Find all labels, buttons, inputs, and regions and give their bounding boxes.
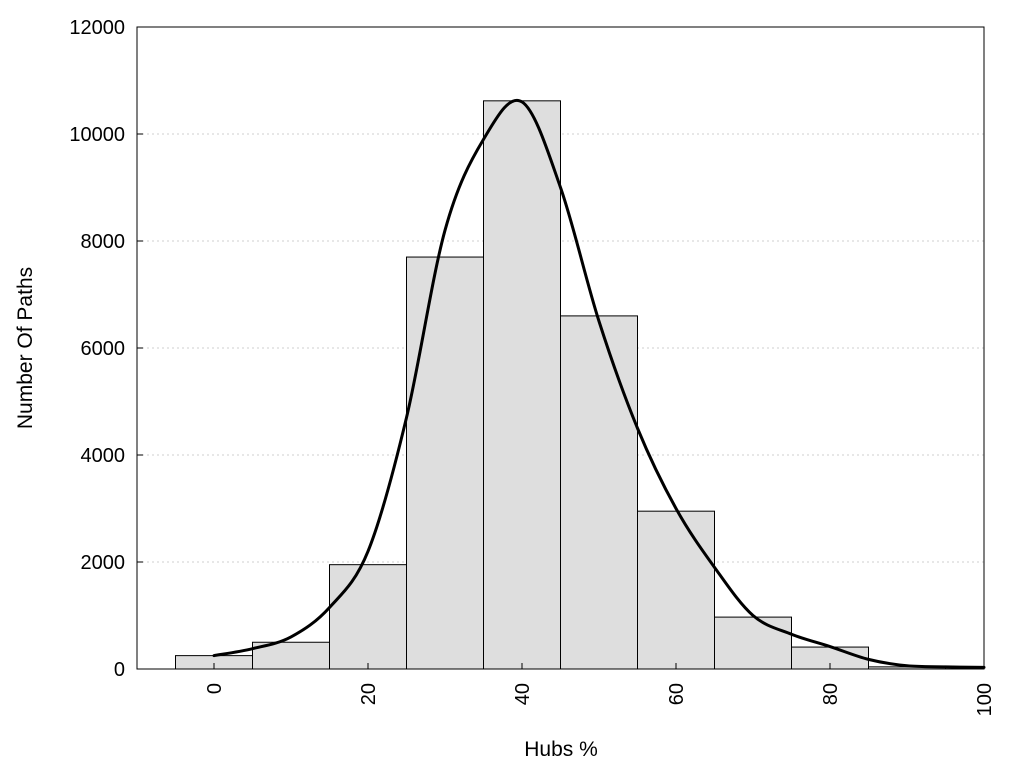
histogram-bars	[175, 100, 985, 670]
density-curve-layer	[212, 98, 986, 669]
histogram-bar	[637, 510, 715, 670]
histogram-bar	[483, 100, 561, 670]
histogram-bar	[714, 616, 792, 670]
histogram-bar	[406, 256, 484, 670]
y-axis-title: Number Of Paths	[14, 267, 37, 429]
axis-ticks	[137, 26, 985, 670]
x-tick-label: 40	[512, 683, 534, 705]
histogram-bar	[560, 315, 638, 670]
x-axis-title: Hubs %	[524, 738, 598, 761]
y-tick-label: 4000	[81, 445, 126, 467]
x-tick-label: 60	[666, 683, 688, 705]
tick-labels: 0 2000 4000 6000 8000 10000 12000 0 20 40 60 80 100	[69, 17, 996, 716]
x-tick-label: 80	[820, 683, 842, 705]
x-tick-label: 20	[358, 683, 380, 705]
gridlines	[137, 133, 984, 563]
x-tick-label: 0	[204, 683, 226, 694]
density-curve	[212, 98, 986, 669]
y-tick-label: 8000	[81, 231, 126, 253]
x-tick-label: 100	[974, 683, 996, 716]
y-tick-label: 2000	[81, 552, 126, 574]
y-tick-label: 0	[114, 659, 125, 681]
y-tick-label: 6000	[81, 338, 126, 360]
histogram-bar	[329, 564, 407, 670]
y-tick-label: 10000	[69, 124, 125, 146]
y-tick-label: 12000	[69, 17, 125, 39]
